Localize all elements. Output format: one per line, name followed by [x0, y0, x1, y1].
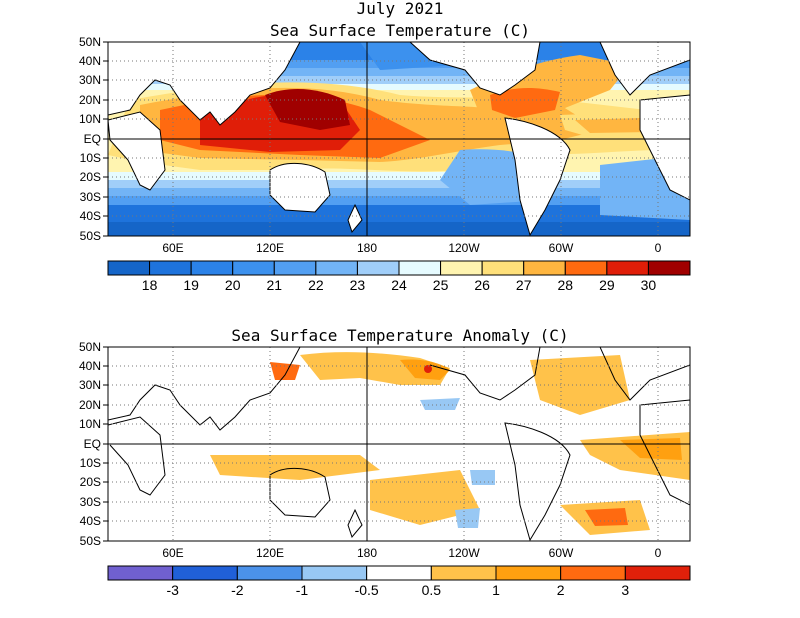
anomaly-colorbar-label: 2	[557, 582, 565, 598]
anomaly-lon-label: 60E	[162, 546, 183, 560]
anomaly-colorbar: -3 -2 -1 -0.5 0.5 1 2 3	[107, 565, 691, 598]
anomaly-colorbar-swatch	[366, 565, 432, 581]
sst-lat-label: EQ	[84, 132, 101, 146]
anomaly-lat-label: 50S	[80, 534, 101, 548]
sst-colorbar-label: 28	[557, 277, 573, 293]
anomaly-colorbar-swatch	[495, 565, 562, 581]
sst-colorbar-swatch	[273, 260, 317, 276]
sst-lat-label: 40N	[79, 54, 101, 68]
sst-colorbar-swatch	[356, 260, 400, 276]
anomaly-colorbar-swatch	[624, 565, 691, 581]
sst-lat-label: 10S	[80, 151, 101, 165]
anomaly-lon-label: 120W	[448, 546, 480, 560]
sst-colorbar-swatch	[481, 260, 525, 276]
anomaly-colorbar-swatch	[301, 565, 368, 581]
sst-map-title: Sea Surface Temperature (C)	[269, 21, 531, 40]
sst-colorbar-swatch	[398, 260, 442, 276]
anomaly-colorbar-swatch	[172, 565, 238, 581]
anomaly-colorbar-swatch	[107, 565, 174, 581]
anomaly-lat-label: 10S	[80, 456, 101, 470]
sst-colorbar-swatch	[232, 260, 275, 276]
anomaly-lon-label: 180	[357, 546, 377, 560]
anomaly-map-title: Sea Surface Temperature Anomaly (C)	[231, 326, 569, 345]
anomaly-colorbar-label: -0.5	[355, 582, 379, 598]
sst-map: 50N 40N 30N 20N 10N EQ 10S 20S 30S 40S 5…	[79, 35, 691, 255]
anomaly-lat-label: EQ	[84, 437, 101, 451]
sst-lon-label: 60E	[162, 241, 183, 255]
anomaly-colorbar-label: 3	[621, 582, 629, 598]
sst-colorbar-label: 24	[391, 277, 407, 293]
sst-colorbar-label: 27	[516, 277, 532, 293]
sst-colorbar-label: 23	[350, 277, 366, 293]
anomaly-colorbar-label: -2	[231, 582, 244, 598]
map-date-title: July 2021	[356, 0, 444, 18]
sst-colorbar-swatch	[149, 260, 192, 276]
anomaly-lon-label: 0	[655, 546, 662, 560]
sst-colorbar-swatch	[190, 260, 234, 276]
sst-colorbar-label: 20	[225, 277, 241, 293]
anomaly-lat-label: 20N	[79, 398, 101, 412]
anomaly-colorbar-label: -3	[166, 582, 179, 598]
sst-colorbar-swatch	[315, 260, 358, 276]
sst-lat-label: 50S	[80, 229, 101, 243]
sst-lat-label: 20S	[80, 170, 101, 184]
sst-colorbar-label: 19	[183, 277, 199, 293]
anomaly-colorbar-label: 0.5	[422, 582, 442, 598]
sst-colorbar-swatch	[440, 260, 483, 276]
anomaly-colorbar-label: 1	[492, 582, 500, 598]
sst-colorbar-swatch	[523, 260, 566, 276]
anomaly-colorbar-swatch	[236, 565, 303, 581]
sst-colorbar-swatch	[606, 260, 649, 276]
sst-colorbar-label: 26	[474, 277, 490, 293]
anomaly-lat-label: 50N	[79, 340, 101, 354]
anomaly-lon-label: 120E	[256, 546, 284, 560]
anomaly-colorbar-swatch	[430, 565, 497, 581]
sst-colorbar-label: 29	[599, 277, 615, 293]
sst-lat-label: 30N	[79, 73, 101, 87]
sst-lon-label: 180	[357, 241, 377, 255]
anomaly-colorbar-swatch	[560, 565, 626, 581]
sst-colorbar-label: 30	[641, 277, 657, 293]
sst-lat-label: 20N	[79, 93, 101, 107]
anomaly-lat-label: 30S	[80, 495, 101, 509]
sst-lon-label: 120W	[448, 241, 480, 255]
sst-lat-label: 50N	[79, 35, 101, 49]
anomaly-lat-label: 40S	[80, 514, 101, 528]
sst-colorbar-swatch	[564, 260, 608, 276]
anomaly-lat-label: 40N	[79, 359, 101, 373]
anomaly-land	[108, 347, 690, 541]
sst-colorbar-swatch	[647, 260, 691, 276]
anomaly-lat-label: 30N	[79, 378, 101, 392]
sst-lon-label: 120E	[256, 241, 284, 255]
sst-lon-label: 60W	[549, 241, 574, 255]
sst-colorbar-label: 18	[142, 277, 158, 293]
sst-colorbar: 18 19 20 21 22 23 24 25 26 27 28 29 30	[107, 260, 691, 293]
anomaly-map: 50N 40N 30N 20N 10N EQ 10S 20S 30S 40S 5…	[79, 340, 691, 560]
sst-lon-label: 0	[655, 241, 662, 255]
sst-lat-label: 40S	[80, 209, 101, 223]
anomaly-lat-label: 20S	[80, 475, 101, 489]
sst-land	[108, 42, 690, 236]
anomaly-lon-label: 60W	[549, 546, 574, 560]
sst-lat-label: 30S	[80, 190, 101, 204]
sst-colorbar-label: 21	[266, 277, 282, 293]
sst-lat-label: 10N	[79, 112, 101, 126]
sst-colorbar-label: 22	[308, 277, 324, 293]
anomaly-lat-label: 10N	[79, 417, 101, 431]
anomaly-colorbar-label: -1	[296, 582, 309, 598]
sst-colorbar-swatch	[107, 260, 151, 276]
sst-colorbar-label: 25	[433, 277, 449, 293]
